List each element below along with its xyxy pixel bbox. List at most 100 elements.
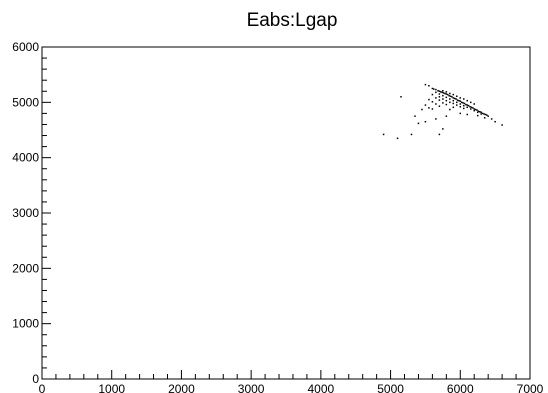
x-tick-label: 6000 [447, 382, 474, 393]
data-point [483, 117, 486, 119]
y-tick-label: 3000 [12, 206, 39, 220]
data-point [382, 133, 385, 136]
data-point [442, 89, 444, 92]
x-tick-labels: 0 1000 2000 3000 4000 5000 6000 7000 [39, 382, 544, 393]
data-point [444, 92, 446, 95]
data-point [440, 91, 442, 93]
axis-ticks [41, 46, 531, 380]
y-tick-label: 2000 [12, 261, 39, 275]
data-point [441, 91, 443, 94]
data-point [431, 93, 434, 96]
data-point [438, 105, 441, 107]
data-point [483, 113, 485, 115]
x-tick-label: 7000 [517, 382, 544, 393]
data-point [449, 92, 451, 95]
data-point [428, 107, 430, 109]
data-point [479, 110, 481, 113]
data-point [459, 97, 462, 99]
data-point [400, 96, 402, 98]
y-tick-label: 0 [32, 372, 39, 386]
data-point [476, 109, 478, 111]
data-point [480, 111, 482, 114]
data-point [463, 107, 465, 110]
data-point [463, 104, 465, 107]
data-point [459, 103, 462, 105]
data-point [501, 124, 503, 126]
data-point [448, 94, 450, 97]
data-point [435, 88, 437, 91]
data-point [449, 95, 452, 97]
data-point [453, 97, 456, 100]
data-point [462, 102, 464, 104]
data-point [469, 106, 471, 108]
data-point [424, 104, 427, 106]
data-point [438, 99, 441, 101]
data-point [481, 112, 484, 115]
data-point [445, 115, 448, 117]
data-point [431, 108, 434, 110]
data-point [466, 104, 469, 106]
data-point [490, 118, 493, 120]
data-point [433, 88, 435, 90]
data-point [459, 106, 462, 108]
data-point [446, 93, 449, 96]
data-point [445, 103, 448, 106]
data-point [458, 99, 460, 102]
data-point [494, 120, 496, 123]
data-point [449, 101, 451, 104]
data-point [463, 102, 466, 105]
data-point [466, 106, 469, 109]
data-point [480, 113, 482, 115]
data-point [452, 93, 455, 96]
data-point [476, 114, 479, 117]
data-point [442, 98, 444, 100]
data-point [445, 99, 448, 102]
data-point [445, 91, 448, 93]
data-point [396, 137, 399, 140]
y-tick-label: 4000 [12, 151, 39, 165]
data-point [456, 95, 458, 97]
x-tick-label: 3000 [238, 382, 265, 393]
data-point [417, 122, 420, 125]
data-point [452, 102, 455, 105]
x-tick-label: 5000 [377, 382, 404, 393]
data-point [449, 98, 451, 100]
data-point [487, 115, 489, 117]
data-point [435, 97, 437, 99]
data-point [469, 101, 472, 104]
data-point [435, 118, 437, 120]
data-point [438, 90, 441, 93]
data-point [445, 93, 448, 95]
data-point [424, 83, 427, 86]
data-point [465, 103, 467, 106]
data-point [431, 101, 434, 103]
x-tick-label: 2000 [168, 382, 195, 393]
data-point [414, 115, 416, 117]
data-point [455, 98, 457, 100]
data-point [472, 107, 474, 109]
plot-frame [41, 46, 531, 380]
data-point [459, 100, 462, 102]
data-point [463, 98, 465, 100]
data-point [466, 99, 469, 102]
data-point [438, 96, 441, 98]
data-point [484, 113, 487, 116]
x-tick-label: 0 [39, 382, 46, 393]
data-point [477, 110, 480, 112]
y-tick-label: 6000 [12, 40, 39, 54]
x-tick-label: 1000 [98, 382, 125, 393]
data-point [451, 96, 453, 98]
data-point [473, 103, 475, 105]
data-point [442, 94, 444, 97]
data-point [476, 111, 479, 114]
data-point [449, 108, 451, 111]
data-point [442, 92, 445, 94]
data-point [410, 133, 413, 136]
data-point [442, 128, 444, 130]
data-point [467, 104, 470, 107]
data-point [466, 113, 469, 116]
data-point [473, 109, 475, 112]
data-point [469, 108, 472, 110]
data-point [437, 89, 439, 92]
